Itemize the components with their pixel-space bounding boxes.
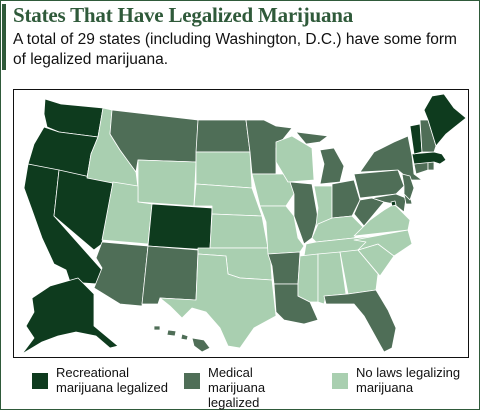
state-north-dakota	[195, 119, 251, 153]
state-kansas	[209, 213, 269, 249]
state-georgia	[339, 249, 379, 295]
state-missouri	[259, 205, 305, 255]
state-new-jersey	[401, 173, 415, 201]
state-colorado	[147, 203, 213, 251]
state-maine	[423, 93, 467, 147]
state-district-of-columbia	[390, 200, 397, 207]
title-accent-bar	[2, 4, 6, 70]
us-map	[21, 93, 467, 355]
legend-swatch-recreational	[32, 373, 48, 389]
legend-item-no-laws: No laws legalizing marijuana	[332, 365, 466, 395]
page-subtitle: A total of 29 states (including Washingt…	[13, 31, 457, 68]
state-florida	[323, 289, 397, 353]
state-texas	[159, 253, 277, 349]
legend-label-medical: Medical marijuana legalized	[208, 365, 266, 410]
state-wisconsin	[275, 135, 315, 183]
state-rhode-island	[427, 161, 435, 171]
state-arkansas	[267, 251, 301, 285]
state-illinois	[289, 181, 319, 245]
map-legend: Recreational marijuana legalized Medical…	[0, 365, 480, 410]
state-wyoming	[137, 159, 197, 207]
legend-swatch-no-laws	[332, 373, 348, 389]
state-alaska	[21, 277, 119, 355]
state-south-dakota	[195, 151, 253, 189]
state-new-hampshire	[419, 119, 437, 153]
state-michigan	[295, 131, 345, 185]
state-north-carolina	[353, 229, 413, 257]
legend-label-recreational: Recreational marijuana legalized	[56, 365, 169, 395]
legend-label-no-laws: No laws legalizing marijuana	[356, 365, 461, 395]
state-hawaii	[153, 325, 211, 353]
state-mississippi	[297, 253, 319, 303]
page-title: States That Have Legalized Marijuana	[13, 3, 354, 27]
state-ohio	[331, 179, 361, 219]
us-map-panel	[13, 89, 469, 358]
state-new-mexico	[141, 245, 199, 305]
legend-item-recreational: Recreational marijuana legalized	[32, 365, 176, 395]
legend-item-medical: Medical marijuana legalized	[184, 365, 308, 410]
state-maryland	[371, 193, 407, 213]
legend-swatch-medical	[184, 373, 200, 389]
state-massachusetts	[411, 151, 447, 165]
state-arizona	[93, 241, 149, 307]
